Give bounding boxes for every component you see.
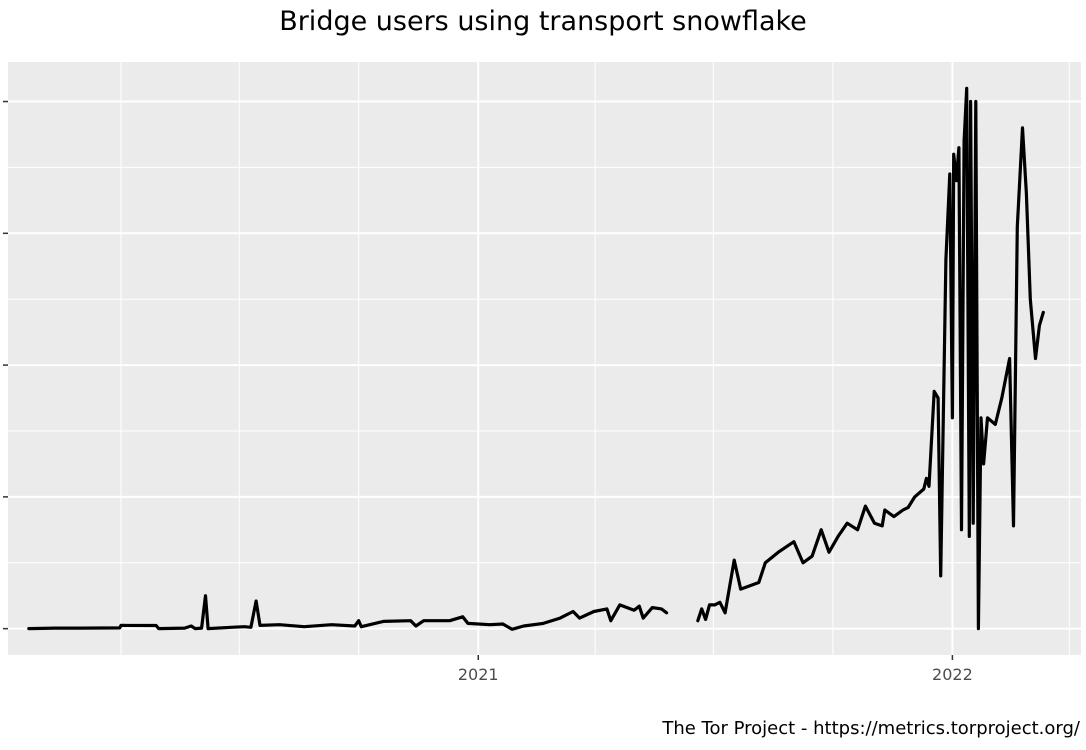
chart-title: Bridge users using transport snowflake xyxy=(279,6,807,37)
y-axis xyxy=(3,100,8,630)
caption: The Tor Project - https://metrics.torpro… xyxy=(662,718,1080,739)
x-axis: 2021 2022 xyxy=(458,655,973,684)
series-line xyxy=(27,594,669,631)
x-tick-label: 2022 xyxy=(932,665,973,684)
series-line xyxy=(696,86,1045,631)
x-tick-label: 2021 xyxy=(458,665,499,684)
plot-panel xyxy=(8,62,1081,655)
series-lines xyxy=(27,86,1045,631)
grid-minor xyxy=(8,62,1081,655)
